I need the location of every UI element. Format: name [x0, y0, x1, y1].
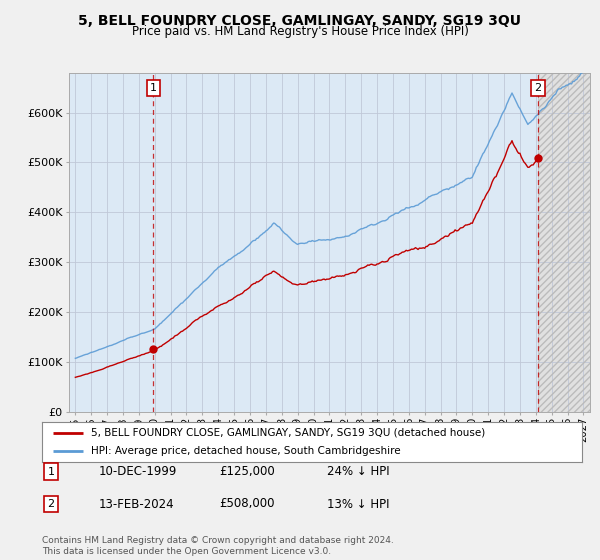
- Text: 2: 2: [47, 499, 55, 509]
- Text: 13-FEB-2024: 13-FEB-2024: [99, 497, 175, 511]
- Text: 1: 1: [47, 466, 55, 477]
- Text: Price paid vs. HM Land Registry's House Price Index (HPI): Price paid vs. HM Land Registry's House …: [131, 25, 469, 38]
- Text: 13% ↓ HPI: 13% ↓ HPI: [327, 497, 389, 511]
- Text: Contains HM Land Registry data © Crown copyright and database right 2024.
This d: Contains HM Land Registry data © Crown c…: [42, 536, 394, 556]
- Text: 24% ↓ HPI: 24% ↓ HPI: [327, 465, 389, 478]
- Text: HPI: Average price, detached house, South Cambridgeshire: HPI: Average price, detached house, Sout…: [91, 446, 400, 456]
- Text: 2: 2: [534, 83, 541, 93]
- Text: £508,000: £508,000: [219, 497, 275, 511]
- Text: 10-DEC-1999: 10-DEC-1999: [99, 465, 178, 478]
- Text: 5, BELL FOUNDRY CLOSE, GAMLINGAY, SANDY, SG19 3QU: 5, BELL FOUNDRY CLOSE, GAMLINGAY, SANDY,…: [79, 14, 521, 28]
- Text: 1: 1: [150, 83, 157, 93]
- Text: £125,000: £125,000: [219, 465, 275, 478]
- Bar: [538, 73, 590, 412]
- Text: 5, BELL FOUNDRY CLOSE, GAMLINGAY, SANDY, SG19 3QU (detached house): 5, BELL FOUNDRY CLOSE, GAMLINGAY, SANDY,…: [91, 428, 485, 437]
